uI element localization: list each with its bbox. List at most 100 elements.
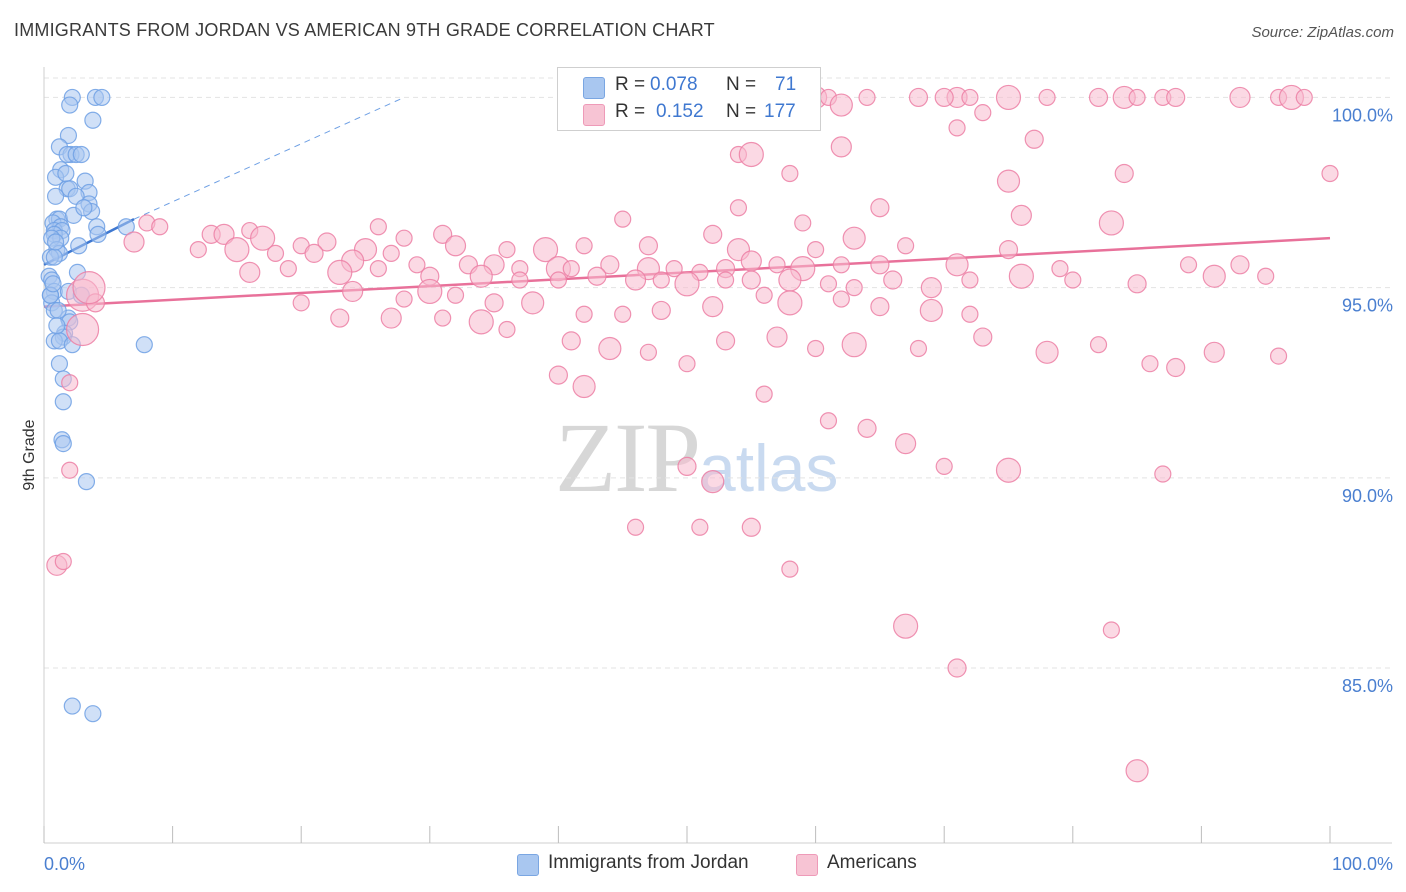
- data-point: [59, 126, 78, 145]
- y-tick-label: 95.0%: [1342, 296, 1393, 316]
- data-point: [841, 332, 867, 358]
- data-point: [380, 307, 402, 329]
- data-point: [45, 248, 63, 266]
- data-point: [768, 256, 786, 274]
- data-point: [1024, 129, 1044, 149]
- data-point: [61, 96, 79, 114]
- data-point: [75, 199, 93, 217]
- data-point: [239, 261, 261, 284]
- series-jordan: [40, 88, 153, 723]
- data-point: [469, 264, 493, 288]
- data-point: [1008, 263, 1034, 289]
- data-point: [54, 393, 72, 411]
- data-point: [1088, 87, 1109, 108]
- data-point: [444, 235, 467, 257]
- data-point: [44, 275, 62, 293]
- data-point: [587, 266, 607, 286]
- grid-lines: [44, 77, 1392, 669]
- data-point: [895, 432, 917, 455]
- data-point: [703, 224, 723, 244]
- axes: [43, 67, 1392, 844]
- data-point: [54, 552, 72, 571]
- data-point: [1102, 621, 1120, 639]
- data-point: [1269, 347, 1288, 365]
- data-point: [327, 259, 353, 286]
- data-point: [1098, 210, 1124, 236]
- data-point: [72, 145, 90, 164]
- data-point: [46, 233, 65, 251]
- data-point: [961, 271, 979, 289]
- data-point: [614, 305, 632, 323]
- data-point: [678, 355, 696, 373]
- data-point: [1230, 255, 1250, 275]
- data-point: [1166, 357, 1186, 378]
- data-point: [870, 297, 890, 317]
- data-point: [1257, 267, 1275, 285]
- data-point: [498, 240, 516, 259]
- data-point: [417, 278, 443, 305]
- data-point: [330, 308, 350, 328]
- data-point: [446, 286, 465, 304]
- data-point: [781, 560, 799, 578]
- data-point: [395, 229, 413, 247]
- data-point: [738, 141, 764, 168]
- data-point: [498, 320, 516, 339]
- data-point: [794, 214, 812, 232]
- trend-line-jordan-extension: [133, 96, 405, 220]
- legend-stats-row-americans: R = 0.152 N = 177: [558, 101, 820, 127]
- data-point: [665, 260, 683, 278]
- data-point: [369, 260, 387, 278]
- legend-swatch-jordan: [583, 77, 605, 99]
- data-point: [781, 164, 799, 183]
- legend-n-label: N =: [726, 74, 757, 95]
- data-point: [947, 658, 967, 678]
- data-point: [1051, 260, 1069, 278]
- data-point: [250, 225, 276, 251]
- data-point: [575, 237, 593, 255]
- data-point: [995, 457, 1022, 483]
- data-point: [973, 327, 993, 347]
- y-tick-label: 90.0%: [1342, 486, 1393, 506]
- data-point: [135, 336, 153, 354]
- data-point: [561, 331, 581, 351]
- data-point: [934, 87, 954, 108]
- data-point: [1321, 164, 1339, 183]
- data-point: [755, 286, 773, 304]
- data-point: [741, 270, 761, 290]
- data-point: [1202, 264, 1226, 288]
- data-point: [883, 270, 903, 290]
- data-point: [1064, 271, 1082, 289]
- data-points: [40, 84, 1339, 783]
- data-point: [920, 277, 942, 299]
- data-point: [701, 470, 725, 494]
- data-point: [1035, 340, 1059, 364]
- source-label: Source: ZipAtlas.com: [1251, 24, 1394, 41]
- data-point: [651, 300, 671, 321]
- data-point: [893, 613, 919, 639]
- data-point: [70, 237, 88, 255]
- data-point: [266, 244, 285, 262]
- data-point: [729, 199, 748, 217]
- legend-stats-row-jordan: R = 0.078 N = 71: [558, 74, 820, 100]
- data-point: [49, 301, 67, 320]
- data-point: [213, 223, 235, 245]
- legend-stats: R = 0.078 N = 71 R = 0.152 N = 177: [557, 67, 821, 131]
- data-point: [1114, 163, 1134, 184]
- data-point: [870, 255, 890, 275]
- data-point: [48, 317, 66, 335]
- data-point: [521, 291, 545, 315]
- data-point: [961, 305, 979, 323]
- data-point: [65, 312, 100, 347]
- data-point: [935, 457, 953, 476]
- data-point: [72, 271, 106, 305]
- data-point: [54, 434, 72, 453]
- data-point: [1128, 88, 1146, 107]
- data-point: [484, 293, 504, 313]
- data-point: [1038, 88, 1056, 107]
- data-point: [755, 385, 773, 403]
- data-point: [434, 309, 452, 327]
- data-point: [845, 279, 863, 297]
- y-tick-label: 100.0%: [1332, 105, 1393, 125]
- data-point: [832, 290, 850, 308]
- data-point: [716, 271, 735, 289]
